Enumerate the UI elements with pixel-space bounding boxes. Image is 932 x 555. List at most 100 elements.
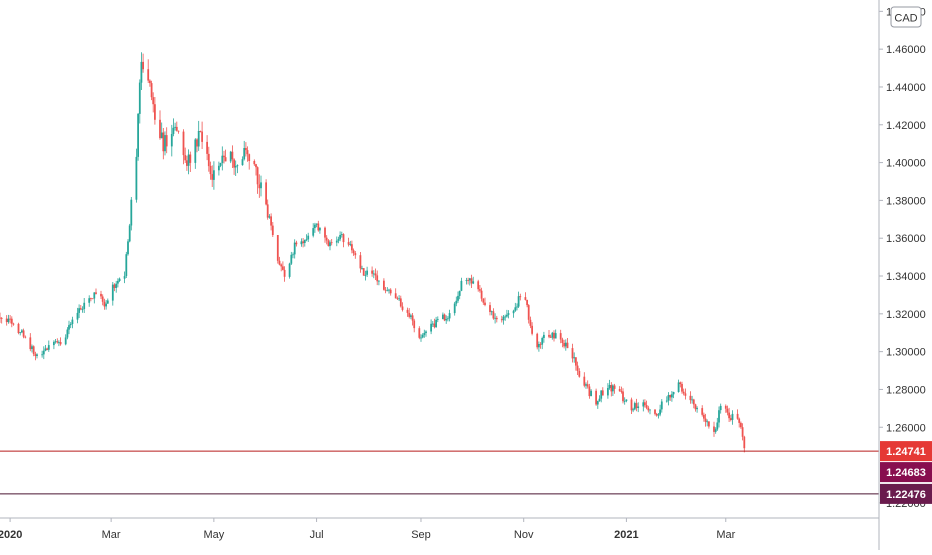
- time-axis[interactable]: 2020 Mar May Jul Sep Nov 2021 Mar: [0, 518, 736, 541]
- candle-body: [184, 155, 187, 161]
- candle: [224, 149, 227, 162]
- candle: [103, 298, 106, 310]
- candle: [175, 121, 178, 132]
- candle-body: [551, 332, 554, 338]
- candle: [470, 274, 473, 288]
- candle-body: [692, 399, 695, 405]
- candle-body: [492, 311, 495, 319]
- candle: [266, 199, 269, 220]
- candle-body: [241, 159, 244, 166]
- candle-body: [17, 323, 20, 333]
- candle-body: [374, 273, 377, 276]
- candle-body: [406, 309, 409, 313]
- candle-body: [719, 405, 722, 411]
- candle-body: [243, 148, 246, 160]
- candle-body: [312, 228, 315, 236]
- candle: [243, 140, 246, 161]
- candle-body: [410, 315, 412, 317]
- candle-body: [337, 239, 340, 241]
- candle: [399, 295, 402, 308]
- candle-body: [44, 348, 47, 351]
- candle-body: [571, 348, 574, 359]
- candle-body: [514, 307, 517, 311]
- price-tick-label: 1.28000: [886, 384, 926, 396]
- candle-body: [283, 269, 286, 277]
- candle-body: [600, 390, 603, 399]
- candle: [657, 413, 660, 419]
- candle: [271, 222, 274, 237]
- candle-body: [58, 342, 60, 343]
- candle-body: [295, 242, 298, 245]
- candle-body: [724, 405, 727, 409]
- candle: [54, 339, 57, 344]
- candle: [447, 316, 449, 322]
- candle-body: [433, 323, 436, 328]
- candle-body: [187, 154, 190, 166]
- candle-body: [276, 235, 279, 261]
- candle-body: [531, 325, 533, 334]
- candle: [445, 315, 448, 324]
- candle: [610, 382, 613, 397]
- candle-body: [445, 319, 448, 321]
- currency-badge[interactable]: CAD: [890, 6, 922, 28]
- candle: [665, 396, 668, 403]
- currency-label: CAD: [894, 13, 917, 25]
- price-label: 1.24683: [880, 462, 932, 483]
- candle: [135, 148, 138, 203]
- candle: [425, 330, 427, 337]
- candle: [329, 240, 331, 251]
- candle: [127, 239, 129, 256]
- candle-body: [125, 254, 128, 276]
- candle-body: [541, 338, 544, 345]
- price-axis[interactable]: 1.480001.460001.440001.420001.400001.380…: [879, 6, 926, 510]
- candle: [718, 406, 720, 428]
- candle-body: [718, 410, 720, 423]
- candle: [105, 300, 107, 310]
- candle: [177, 130, 180, 134]
- candle-body: [504, 316, 507, 318]
- candle: [689, 391, 692, 404]
- candle: [276, 235, 279, 264]
- candle-body: [647, 407, 650, 411]
- candle-body: [271, 225, 274, 235]
- candle: [106, 298, 109, 304]
- candle-body: [689, 395, 692, 401]
- candle-body: [76, 312, 79, 320]
- candle: [93, 292, 96, 304]
- candle-body: [0, 318, 3, 319]
- candle-body: [113, 284, 116, 288]
- candle-body: [484, 302, 486, 305]
- candle-body: [489, 305, 491, 312]
- candle: [182, 129, 185, 165]
- candle-body: [655, 413, 658, 416]
- candle-body: [233, 159, 235, 168]
- candle-body: [207, 153, 210, 167]
- candle: [364, 270, 367, 281]
- candle: [312, 223, 315, 238]
- candle-body: [115, 283, 118, 288]
- candle-body: [371, 270, 373, 274]
- candle: [448, 309, 451, 322]
- candle-body: [245, 148, 247, 151]
- candle-body: [315, 223, 318, 225]
- candle: [165, 127, 168, 154]
- candle: [223, 150, 225, 164]
- candle-body: [420, 337, 422, 339]
- candle-body: [423, 332, 426, 335]
- candle: [366, 266, 368, 277]
- candle: [53, 340, 55, 350]
- candle: [573, 352, 576, 363]
- candle: [361, 265, 363, 270]
- price-label: 1.22476: [880, 483, 932, 504]
- candle: [88, 295, 91, 307]
- candle-body: [566, 342, 569, 349]
- candle-body: [669, 395, 672, 398]
- candle-body: [457, 295, 459, 301]
- candle: [529, 316, 532, 329]
- candle: [512, 309, 515, 318]
- candle: [111, 282, 114, 306]
- candle: [229, 150, 232, 164]
- candle-body: [507, 313, 510, 315]
